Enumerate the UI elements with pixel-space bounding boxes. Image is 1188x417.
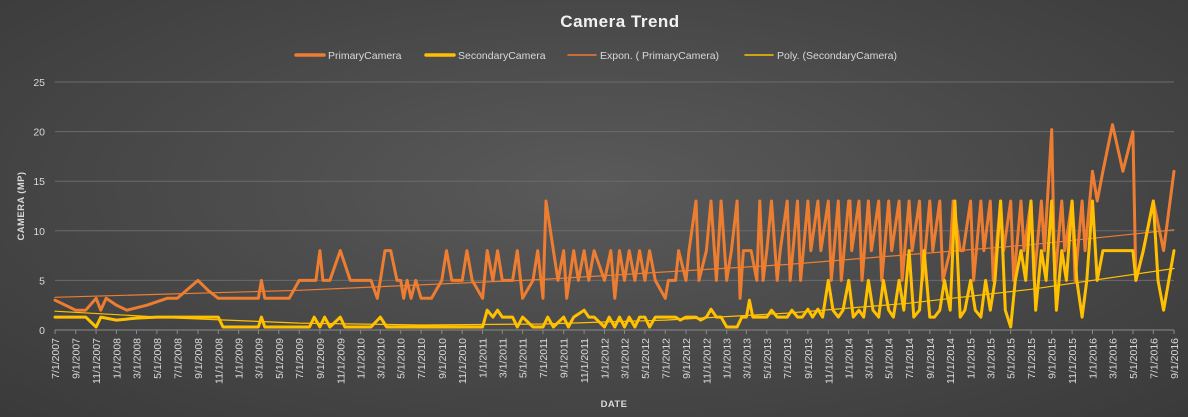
x-tick-label: 1/1/2008 bbox=[111, 338, 123, 379]
x-tick-label: 3/1/2014 bbox=[863, 338, 875, 379]
x-tick-label: 5/1/2010 bbox=[396, 338, 408, 379]
x-tick-label: 5/1/2012 bbox=[640, 338, 652, 379]
x-axis-title: DATE bbox=[601, 399, 628, 410]
series-line-secondarycamera bbox=[53, 199, 1176, 329]
y-tick-label: 15 bbox=[33, 176, 45, 188]
x-tick-label: 7/1/2007 bbox=[50, 338, 62, 379]
x-tick-label: 1/1/2009 bbox=[234, 338, 246, 379]
x-tick-label: 9/1/2011 bbox=[559, 338, 571, 378]
x-tick-label: 1/1/2010 bbox=[356, 338, 368, 379]
x-tick-label: 11/1/2008 bbox=[213, 338, 225, 384]
x-tick-label: 7/1/2014 bbox=[904, 338, 916, 379]
x-tick-label: 9/1/2008 bbox=[193, 338, 205, 379]
x-tick-label: 7/1/2009 bbox=[294, 338, 306, 379]
legend-label: PrimaryCamera bbox=[328, 50, 402, 62]
x-tick-label: 3/1/2011 bbox=[497, 338, 509, 378]
y-axis-title: CAMERA (MP) bbox=[16, 172, 27, 241]
series-layer bbox=[53, 123, 1176, 329]
x-tick-label: 3/1/2016 bbox=[1108, 338, 1120, 379]
x-tick-label: 1/1/2012 bbox=[599, 338, 611, 379]
series-line-poly-secondarycamera bbox=[54, 267, 1175, 326]
x-tick-label: 7/1/2016 bbox=[1148, 338, 1160, 379]
y-tick-label: 10 bbox=[33, 226, 45, 238]
x-tick-label: 3/1/2009 bbox=[253, 338, 265, 379]
x-tick-label: 11/1/2013 bbox=[823, 338, 835, 384]
x-tick-label: 5/1/2014 bbox=[884, 338, 896, 379]
x-axis-ticks: 7/1/2007 9/1/2007 11/1/2007 1/1/2008 3/1/200… bbox=[50, 330, 1181, 384]
x-tick-label: 11/1/2014 bbox=[945, 338, 957, 384]
x-tick-label: 9/1/2014 bbox=[925, 338, 937, 379]
y-axis-ticks: 0 5 10 15 20 25 bbox=[33, 77, 45, 337]
legend-label: Expon. ( PrimaryCamera) bbox=[600, 50, 719, 62]
legend: PrimaryCamera SecondaryCamera Expon. ( Pri… bbox=[294, 50, 897, 62]
x-tick-label: 5/1/2009 bbox=[274, 338, 286, 379]
x-tick-label: 11/1/2012 bbox=[701, 338, 713, 384]
legend-label: Poly. (SecondaryCamera) bbox=[777, 50, 897, 62]
x-tick-label: 11/1/2007 bbox=[91, 338, 103, 384]
x-tick-label: 11/1/2015 bbox=[1067, 338, 1079, 384]
x-tick-label: 9/1/2015 bbox=[1047, 338, 1059, 379]
x-tick-label: 9/1/2007 bbox=[71, 338, 83, 379]
x-tick-label: 7/1/2008 bbox=[172, 338, 184, 379]
x-tick-label: 11/1/2010 bbox=[457, 338, 469, 384]
y-tick-label: 25 bbox=[33, 77, 45, 89]
x-tick-label: 3/1/2013 bbox=[741, 338, 753, 379]
x-tick-label: 11/1/2011 bbox=[579, 338, 591, 383]
x-tick-label: 9/1/2010 bbox=[437, 338, 449, 379]
x-tick-label: 9/1/2012 bbox=[681, 338, 693, 379]
x-tick-label: 7/1/2013 bbox=[782, 338, 794, 379]
x-tick-label: 1/1/2013 bbox=[722, 338, 734, 379]
x-tick-label: 9/1/2009 bbox=[315, 338, 327, 379]
x-tick-label: 3/1/2015 bbox=[985, 338, 997, 379]
y-tick-label: 0 bbox=[39, 325, 45, 337]
x-tick-label: 7/1/2015 bbox=[1026, 338, 1038, 379]
x-tick-label: 3/1/2008 bbox=[132, 338, 144, 379]
x-tick-label: 1/1/2011 bbox=[478, 338, 490, 378]
x-tick-label: 1/1/2015 bbox=[966, 338, 978, 379]
x-tick-label: 7/1/2012 bbox=[660, 338, 672, 379]
x-tick-label: 5/1/2013 bbox=[762, 338, 774, 379]
x-tick-label: 5/1/2008 bbox=[152, 338, 164, 379]
series-line-primarycamera bbox=[53, 123, 1176, 312]
x-tick-label: 7/1/2010 bbox=[416, 338, 428, 379]
x-tick-label: 5/1/2016 bbox=[1128, 338, 1140, 379]
x-tick-label: 9/1/2013 bbox=[803, 338, 815, 379]
x-tick-label: 7/1/2011 bbox=[538, 338, 550, 378]
x-tick-label: 5/1/2011 bbox=[518, 338, 530, 378]
x-tick-label: 1/1/2014 bbox=[844, 338, 856, 379]
y-tick-label: 20 bbox=[33, 127, 45, 139]
x-tick-label: 5/1/2015 bbox=[1006, 338, 1018, 379]
legend-label: SecondaryCamera bbox=[458, 50, 546, 62]
x-tick-label: 1/1/2016 bbox=[1087, 338, 1099, 379]
x-tick-label: 3/1/2012 bbox=[620, 338, 632, 379]
x-tick-label: 3/1/2010 bbox=[375, 338, 387, 379]
y-tick-label: 5 bbox=[39, 275, 45, 287]
x-tick-label: 11/1/2009 bbox=[335, 338, 347, 384]
x-tick-label: 9/1/2016 bbox=[1169, 338, 1181, 379]
chart-title: Camera Trend bbox=[560, 12, 679, 31]
